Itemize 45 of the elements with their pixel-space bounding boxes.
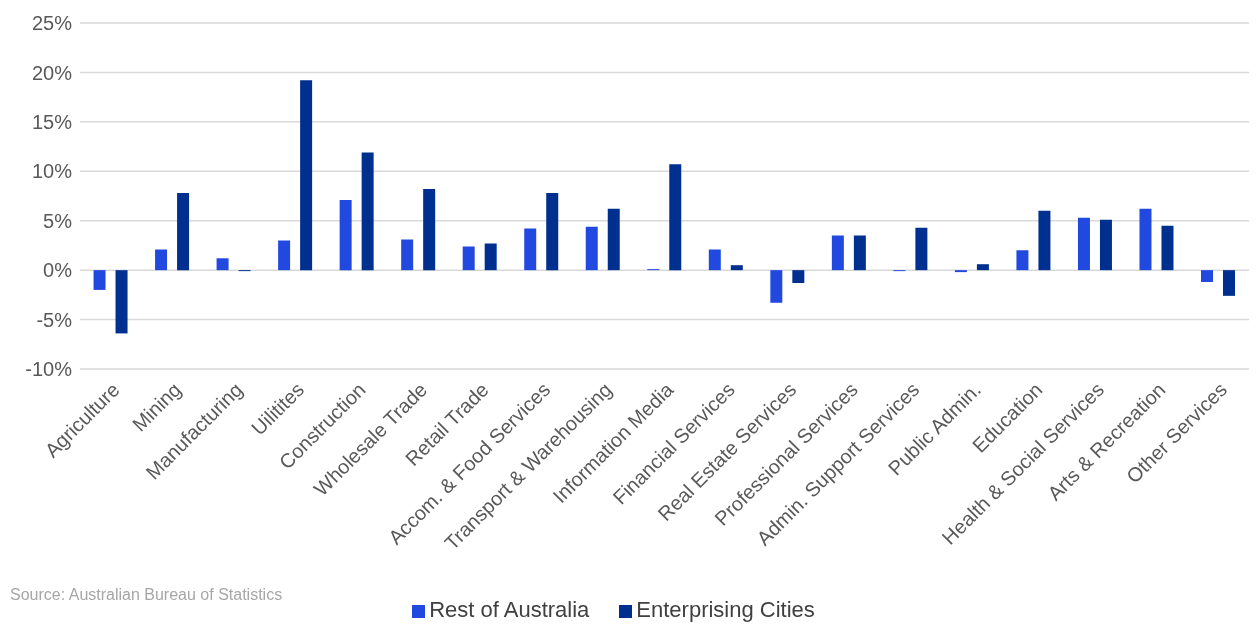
y-tick-label: 25% [31, 12, 73, 35]
legend-label: Enterprising Cities [636, 597, 815, 622]
bar [708, 249, 721, 271]
bar [177, 193, 190, 271]
bar [853, 235, 866, 271]
bar [278, 240, 291, 271]
bar [770, 270, 783, 303]
y-tick-label: -10% [25, 358, 73, 381]
bar [115, 270, 128, 334]
y-tick-label: 10% [31, 160, 73, 183]
bar [831, 235, 844, 271]
bar [730, 265, 743, 271]
y-tick-label: 0% [43, 259, 73, 282]
y-tick-label: 5% [43, 209, 73, 232]
legend-label: Rest of Australia [429, 597, 590, 622]
bar [462, 246, 475, 271]
bar [423, 189, 436, 271]
bar [546, 193, 559, 271]
bar [669, 164, 682, 271]
bar [1099, 219, 1112, 271]
bar [607, 208, 620, 271]
bar [976, 264, 989, 271]
bar [1139, 208, 1152, 271]
y-tick-label: -5% [36, 308, 73, 331]
bar [216, 258, 229, 271]
bar [524, 228, 537, 271]
bar [1223, 270, 1236, 296]
bar [1201, 270, 1214, 283]
y-tick-label: 20% [31, 61, 73, 84]
bar [155, 249, 168, 271]
bar [1016, 250, 1029, 271]
bar [484, 243, 497, 271]
bar [1161, 225, 1174, 271]
bar [1077, 217, 1090, 271]
bar [339, 199, 352, 271]
bar [93, 270, 106, 290]
bar [1038, 210, 1051, 271]
bar [401, 239, 414, 271]
bar [361, 152, 374, 271]
y-tick-label: 15% [31, 110, 73, 133]
bar [915, 227, 928, 271]
bar [792, 270, 805, 283]
source-note: Source: Australian Bureau of Statistics [10, 586, 283, 604]
bar [300, 80, 313, 271]
bar [585, 226, 598, 271]
